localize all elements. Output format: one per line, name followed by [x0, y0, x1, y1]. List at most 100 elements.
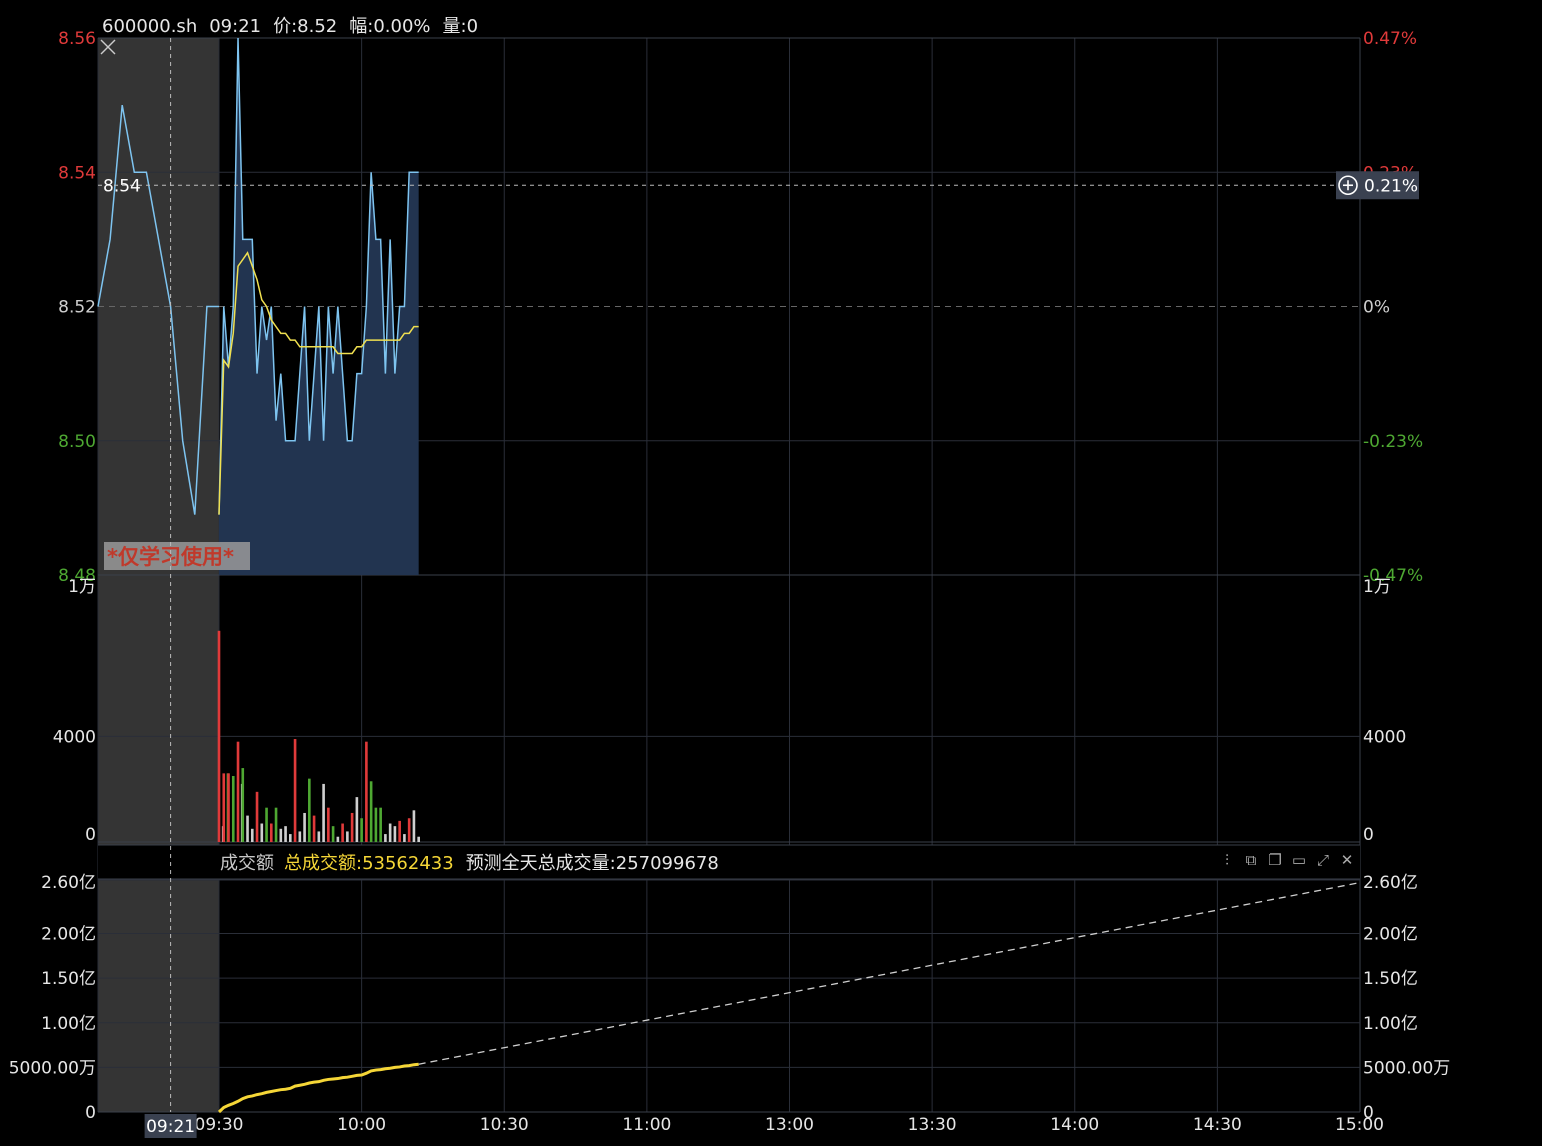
amount-tick-label: 1.00亿 [1363, 1014, 1418, 1034]
time-tick-label: 10:00 [337, 1115, 386, 1135]
volume-bar [217, 630, 221, 842]
volume-bar [312, 815, 316, 842]
pct-tick-label: -0.23% [1363, 432, 1423, 452]
amount-tick-label: 1.50亿 [1363, 969, 1418, 989]
close-icon [100, 39, 116, 55]
time-tick-label: 14:30 [1193, 1115, 1242, 1135]
amount-line [217, 1062, 419, 1114]
pct-tick-label: 0.47% [1363, 29, 1417, 49]
volume-bar [274, 807, 278, 842]
crosshair-pct-tag: 0.21% [1364, 176, 1418, 196]
expand-icon[interactable]: ⤢ [1316, 851, 1329, 869]
price-label: 价:8.52 [273, 16, 338, 37]
window-icon[interactable]: ▭ [1291, 851, 1307, 869]
amount-tick-label: 2.60亿 [41, 873, 96, 893]
volume-bar [269, 823, 273, 842]
amount-tick-label: 2.00亿 [1363, 925, 1418, 945]
time-tick-label: 15:00 [1335, 1115, 1384, 1135]
grid-lines [97, 37, 1361, 1113]
time-tick-label: 13:30 [908, 1115, 957, 1135]
crosshair: 8.54 0.21% 09:21 [98, 38, 1419, 1138]
volume-bar [369, 781, 373, 842]
volume-bar [289, 834, 292, 842]
symbol-label: 600000.sh [102, 16, 198, 37]
volume-bar [346, 831, 349, 842]
watermark-text: *仅学习使用* [107, 545, 234, 569]
watermark-box [104, 542, 250, 570]
amount-panel-header: 成交额 总成交额:53562433 预测全天总成交量:257099678 [220, 849, 719, 875]
settings-sliders-icon[interactable]: ⫶ [1225, 851, 1229, 869]
avg-price-line [218, 251, 419, 515]
quote-info-bar: 600000.sh 09:21 价:8.52 幅:0.00% 量:0 [102, 12, 490, 38]
price-tick-label: 8.54 [58, 163, 96, 183]
axis-labels: 8.568.548.528.508.480.47%0.23%0%-0.23%-0… [9, 29, 1451, 1135]
volume-tick-label: 4000 [53, 727, 96, 747]
volume-bar [308, 778, 311, 842]
price-tick-label: 8.48 [58, 566, 96, 586]
volume-bar [412, 810, 416, 842]
copy-icon[interactable]: ❐ [1268, 851, 1282, 869]
close-icon[interactable]: ✕ [1340, 851, 1354, 869]
volume-tick-label: 4000 [1363, 727, 1406, 747]
volume-bar [246, 815, 249, 842]
volume-bar [265, 807, 268, 842]
time-tick-label: 09:30 [195, 1115, 244, 1135]
volume-bar [407, 818, 411, 842]
amount-tick-label: 0 [1363, 1103, 1374, 1123]
volume-tick-label: 1万 [68, 577, 96, 597]
pct-tick-label: -0.47% [1363, 566, 1423, 586]
time-tick-label: 13:00 [765, 1115, 814, 1135]
amount-tick-label: 2.60亿 [1363, 873, 1418, 893]
volume-bar [293, 739, 297, 842]
volume-tick-label: 0 [85, 825, 96, 845]
volume-bar [384, 834, 387, 842]
volume-bar [403, 834, 406, 842]
crosshair-price-tag: 8.54 [103, 176, 141, 196]
amount-tick-label: 1.50亿 [41, 969, 96, 989]
forecast-line [418, 881, 1361, 1065]
amount-title: 成交额 [220, 853, 274, 874]
volume-tick-label: 1万 [1363, 577, 1391, 597]
volume-bar [350, 812, 354, 842]
price-panel: *仅学习使用* [97, 37, 419, 575]
amount-tick-label: 5000.00万 [9, 1058, 96, 1078]
pre-market-price-line [97, 104, 219, 515]
time-label: 09:21 [209, 16, 262, 37]
volume-bar [298, 831, 302, 842]
price-tick-label: 8.50 [58, 432, 96, 452]
volume-bar [260, 823, 264, 842]
volume-bar [279, 828, 283, 842]
volume-panel [217, 630, 420, 842]
volume-bar [331, 826, 335, 842]
amount-tick-label: 0 [85, 1103, 96, 1123]
amount-tick-label: 1.00亿 [41, 1014, 96, 1034]
volume-bar [231, 776, 235, 842]
volume-bar [241, 768, 245, 842]
layout-icon[interactable]: ⧉ [1245, 851, 1257, 869]
volume-bar [341, 823, 344, 842]
price-tick-label: 8.56 [58, 29, 96, 49]
volume-bar [360, 818, 363, 842]
volume-bar [374, 807, 378, 842]
time-tick-label: 11:00 [622, 1115, 671, 1135]
volume-bar [365, 741, 368, 842]
volume-bar [379, 807, 382, 842]
volume-bar [417, 836, 420, 842]
price-line [218, 37, 419, 515]
volume-bar [327, 807, 330, 842]
volume-tick-label: 0 [1363, 825, 1374, 845]
crosshair-time-box [144, 1114, 197, 1138]
volume-bar [303, 812, 306, 842]
time-tick-label: 10:30 [480, 1115, 529, 1135]
volume-bar [388, 823, 392, 842]
volume-bar [222, 773, 226, 842]
volume-bar [227, 773, 230, 842]
amount-tick-label: 5000.00万 [1363, 1058, 1450, 1078]
volume-bar [355, 797, 359, 842]
volume-bar [250, 828, 254, 842]
time-tick-label: 14:00 [1050, 1115, 1099, 1135]
amount-tick-label: 2.00亿 [41, 925, 96, 945]
price-tick-label: 8.52 [58, 298, 96, 318]
crosshair-time-tag: 09:21 [146, 1117, 195, 1137]
